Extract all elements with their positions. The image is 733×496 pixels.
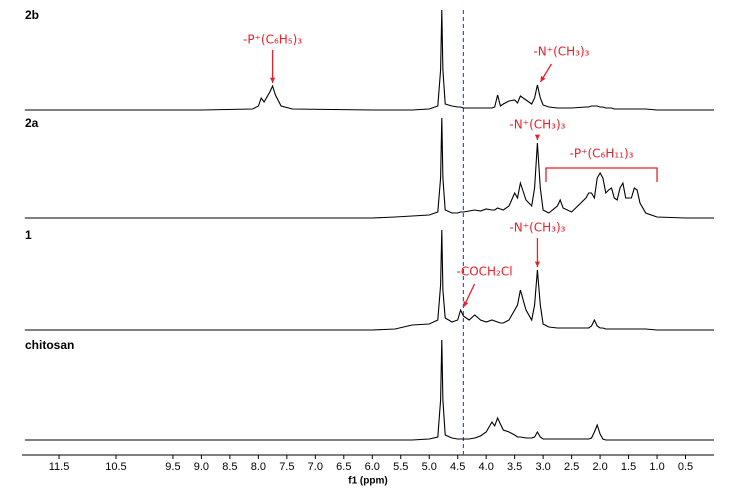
x-tick-label: 6.5 [336, 461, 351, 473]
arrow-head [540, 76, 546, 82]
x-tick-label: 11.5 [49, 461, 70, 473]
x-axis-title: f1 (ppm) [348, 476, 387, 487]
annotation: -N⁺(CH₃)₃ [509, 221, 565, 235]
x-tick-label: 5.5 [393, 461, 408, 473]
x-tick-label: 2.0 [592, 461, 607, 473]
annotation: -N⁺(CH₃)₃ [533, 45, 589, 59]
x-tick-label: 1.5 [621, 461, 636, 473]
series-label: 1 [25, 228, 32, 242]
x-tick-label: 4.5 [450, 461, 465, 473]
x-tick-label: 3.5 [507, 461, 522, 473]
x-tick-label: 7.0 [308, 461, 323, 473]
annotation: -P⁺(C₆H₁₁)₃ [570, 147, 634, 161]
arrow-head [534, 261, 541, 267]
x-tick-label: 8.5 [222, 461, 237, 473]
x-tick-label: 1.0 [649, 461, 664, 473]
x-tick-label: 8.0 [251, 461, 266, 473]
x-tick-label: 6.0 [365, 461, 380, 473]
spectrum [24, 9, 714, 111]
arrow-head [534, 134, 541, 140]
series-label: 2a [25, 116, 39, 130]
x-tick-label: 9.0 [194, 461, 209, 473]
x-tick-label: 4.0 [479, 461, 494, 473]
x-tick-label: 9.5 [165, 461, 180, 473]
spectrum [24, 339, 714, 441]
annotation: -N⁺(CH₃)₃ [509, 118, 565, 132]
x-tick-label: 2.5 [564, 461, 579, 473]
x-tick-label: 0.5 [678, 461, 693, 473]
x-tick-label: 7.5 [279, 461, 294, 473]
spectrum [24, 229, 714, 331]
series-label: chitosan [25, 338, 74, 352]
x-tick-label: 5.0 [422, 461, 437, 473]
bracket [545, 167, 658, 182]
arrow-head [463, 301, 469, 307]
annotation: -P⁺(C₆H₅)₃ [243, 33, 302, 47]
spectrum [24, 117, 714, 219]
series-label: 2b [25, 8, 39, 22]
arrow-head [269, 77, 276, 83]
x-tick-label: 10.5 [105, 461, 126, 473]
x-tick-label: 3.0 [535, 461, 550, 473]
annotation: -COCH₂Cl [457, 265, 513, 279]
